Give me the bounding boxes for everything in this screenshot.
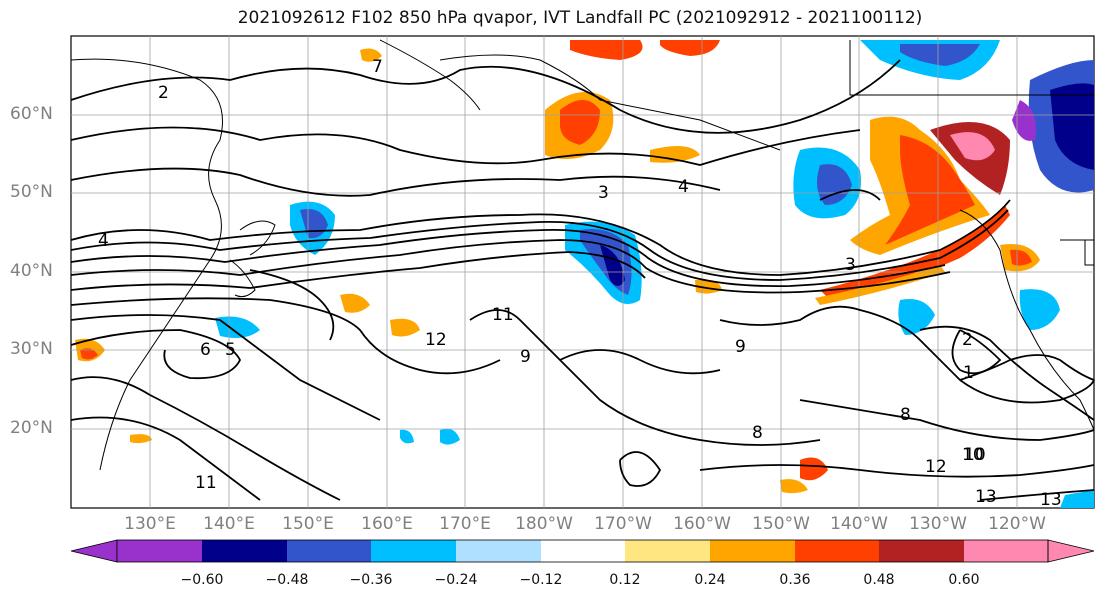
colorbar-tick-label: −0.24 [434, 572, 478, 588]
contour-label: 11 [195, 473, 217, 493]
contour-label: 2 [962, 330, 973, 350]
lon-label: 120°W [988, 514, 1046, 534]
lon-label: 130°W [909, 514, 967, 534]
colorbar-bin [202, 540, 287, 562]
colorbar-bin [625, 540, 710, 562]
lon-label: 170°E [439, 514, 491, 534]
colorbar-bin [964, 540, 1048, 562]
contour-label: 11 [492, 305, 514, 325]
colorbar [70, 539, 1095, 563]
contour-label: 13 [1040, 490, 1062, 510]
contour-label: 4 [98, 231, 109, 251]
contour-label: 5 [225, 340, 236, 360]
contour-label: 6 [200, 340, 211, 360]
lon-label: 170°W [594, 514, 652, 534]
lon-label: 160°W [673, 514, 731, 534]
colorbar-high-arrow [1047, 539, 1095, 563]
colorbar-tick-label: 0.12 [609, 572, 641, 588]
colorbar-bin [795, 540, 879, 562]
lon-label: 130°E [124, 514, 176, 534]
coastlines [70, 39, 1095, 471]
contour-label: 12 [925, 457, 947, 477]
lat-label: 40°N [10, 261, 53, 281]
lon-label: 150°E [282, 514, 334, 534]
contour-label: 1 [963, 363, 974, 383]
contour-label: 9 [520, 347, 531, 367]
contour-label: 8 [900, 405, 911, 425]
contour-label: 3 [598, 183, 609, 203]
lat-label: 50°N [10, 182, 53, 202]
lon-label: 160°E [361, 514, 413, 534]
colorbar-bin [710, 540, 795, 562]
colorbar-bin [117, 540, 202, 562]
graticule [71, 36, 1094, 508]
contour-label: 10 [962, 445, 984, 465]
contour-label: 9 [735, 337, 746, 357]
colorbar-tick-label: 0.24 [694, 572, 726, 588]
colorbar-tick-label: 0.36 [779, 572, 811, 588]
colorbar-bin [879, 540, 964, 562]
colorbar-tick-label: −0.36 [349, 572, 393, 588]
contour-label: 3 [845, 255, 856, 275]
contour-label: 12 [425, 330, 447, 350]
contour-labels: 2 3 4 7 8 9 10 11 12 13 1 6 5 4 3 2 8 9 … [98, 57, 1062, 510]
lon-label: 180°W [515, 514, 573, 534]
colorbar-tick-label: −0.12 [519, 572, 563, 588]
map-title: 2021092612 F102 850 hPa qvapor, IVT Land… [237, 8, 923, 28]
colorbar-tick-label: 0.60 [948, 572, 980, 588]
colorbar-low-arrow [70, 539, 118, 563]
lat-label: 30°N [10, 339, 53, 359]
lon-label: 140°E [203, 514, 255, 534]
colorbar-bin [541, 540, 625, 562]
colorbar-bin [287, 540, 371, 562]
colorbar-outline [116, 539, 1049, 563]
colorbar-tick-label: −0.48 [265, 572, 309, 588]
ivt-contours [70, 59, 1095, 501]
lat-label: 60°N [10, 104, 53, 124]
colorbar-bin [371, 540, 456, 562]
lon-label: 150°W [752, 514, 810, 534]
contour-label: 13 [975, 487, 997, 507]
contour-label: 2 [158, 83, 169, 103]
contour-label: 4 [678, 177, 689, 197]
colorbar-bin [456, 540, 541, 562]
contour-label: 10 [964, 445, 986, 465]
colorbar-tick-label: −0.60 [180, 572, 224, 588]
contour-label: 7 [372, 57, 383, 77]
contour-label: 8 [752, 423, 763, 443]
colorbar-tick-label: 0.48 [863, 572, 895, 588]
anomaly-fill [75, 40, 1094, 508]
lat-label: 20°N [10, 418, 53, 438]
lon-label: 140°W [830, 514, 888, 534]
